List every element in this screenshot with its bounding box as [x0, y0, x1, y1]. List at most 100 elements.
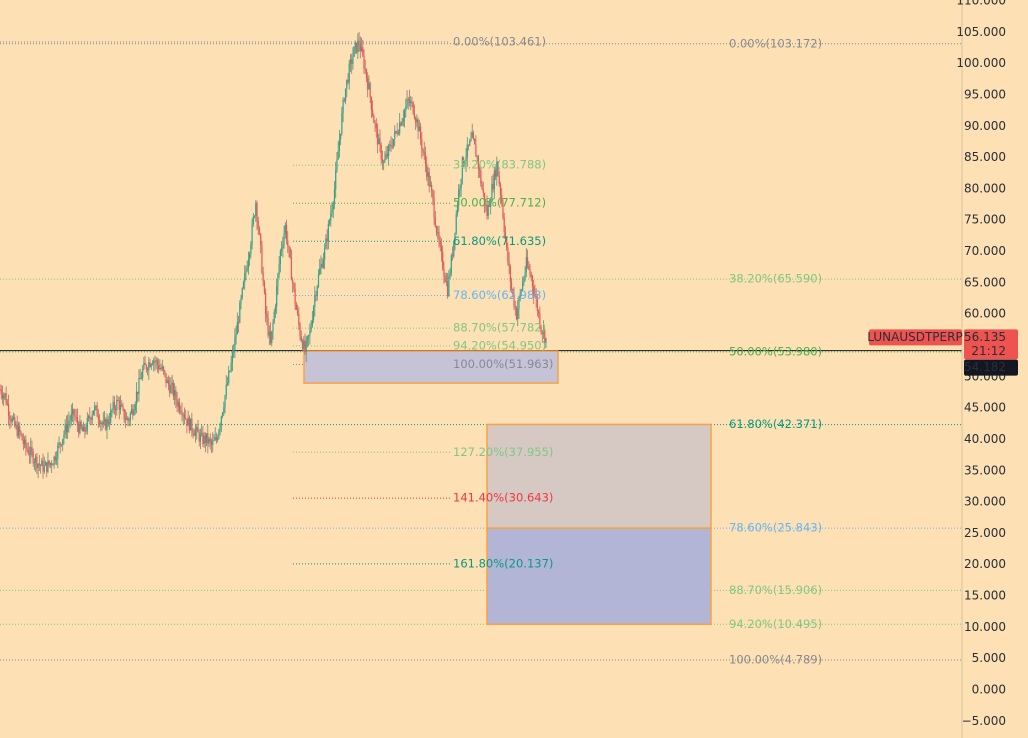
candle-body	[373, 115, 375, 123]
candle-body	[255, 202, 257, 217]
candle-body	[208, 439, 210, 444]
candle-body	[133, 410, 135, 416]
candle-body	[142, 368, 144, 378]
candle-body	[463, 157, 465, 166]
candle-body	[309, 330, 311, 336]
candle-body	[357, 40, 359, 53]
candle-body	[266, 314, 268, 319]
candle-body	[101, 422, 103, 424]
candle-body	[203, 435, 205, 444]
candle-body	[262, 273, 264, 282]
candle-body	[204, 435, 206, 443]
candle-body	[5, 393, 7, 404]
candle-body	[261, 245, 263, 274]
zone-lower[interactable]	[486, 527, 712, 626]
candle-body	[0, 389, 1, 391]
candle-body	[21, 434, 23, 441]
zone-upper[interactable]	[486, 423, 712, 529]
candle-body	[36, 456, 38, 469]
candle-body	[49, 463, 52, 465]
candle-body	[220, 416, 222, 426]
candle-body	[481, 183, 483, 190]
candle-body	[37, 463, 39, 469]
candle-body	[237, 322, 240, 324]
candle-body	[403, 110, 406, 119]
candle-body	[153, 360, 155, 364]
candle-body	[54, 456, 56, 461]
candle-body	[492, 183, 494, 190]
candle-body	[140, 377, 143, 379]
candle-body	[352, 56, 354, 64]
candle-body	[416, 119, 418, 123]
candle-body	[144, 362, 146, 365]
candle-body	[268, 331, 270, 336]
candle-body	[138, 377, 140, 394]
candle-body	[508, 261, 510, 266]
candle-body	[111, 410, 113, 411]
candle-body	[290, 257, 293, 281]
candle-body	[380, 144, 382, 160]
candle-body	[209, 439, 211, 442]
candle-body	[330, 213, 332, 221]
candle-body	[91, 414, 93, 421]
candle-body	[3, 395, 5, 399]
candle-body	[360, 47, 363, 51]
candle-body	[471, 132, 473, 139]
candle-body	[239, 302, 241, 323]
candle-body	[288, 245, 290, 249]
candle-body	[240, 297, 242, 303]
candle-body	[23, 439, 26, 444]
candle-body	[326, 238, 328, 242]
candle-body	[310, 325, 312, 331]
candle-body	[541, 331, 543, 334]
candle-body	[402, 118, 404, 122]
candle-body	[502, 202, 504, 218]
symbol-tag	[869, 329, 962, 346]
candle-body	[325, 238, 327, 249]
candle-body	[506, 238, 508, 248]
candle-body	[74, 415, 76, 417]
candle-body	[162, 366, 165, 371]
candle-body	[483, 192, 486, 205]
candle-body	[192, 430, 194, 434]
candle-body	[26, 447, 28, 450]
zone-small[interactable]	[303, 350, 559, 384]
candle-body	[89, 416, 91, 419]
candle-body	[212, 440, 214, 445]
candle-body	[46, 462, 48, 472]
candle-body	[499, 184, 502, 196]
candle-body	[32, 451, 34, 464]
candle-body	[333, 189, 336, 204]
candle-body	[42, 460, 44, 472]
candle-body	[221, 412, 224, 417]
candle-body	[376, 128, 379, 145]
candle-body	[349, 59, 352, 64]
candle-body	[417, 119, 419, 132]
candle-body	[300, 336, 302, 342]
candle-body	[25, 439, 27, 448]
candle-body	[71, 409, 74, 414]
candle-body	[80, 421, 82, 428]
candle-body	[410, 101, 412, 104]
fib1-level-label: 61.80%(71.635)	[453, 234, 546, 248]
candle-body	[57, 445, 59, 459]
candle-body	[190, 418, 192, 431]
candle-body	[488, 205, 491, 207]
fib2-level-label: 0.00%(103.172)	[729, 36, 822, 50]
candle-body	[128, 420, 130, 422]
candle-body	[370, 96, 372, 110]
candle-body	[108, 422, 111, 424]
candle-body	[0, 389, 2, 395]
candle-body	[105, 419, 107, 430]
y-tick-label: 40.000	[964, 432, 1006, 446]
candle-body	[478, 168, 481, 171]
candle-body	[146, 369, 149, 371]
candle-body	[427, 172, 429, 177]
candle-body	[236, 322, 238, 335]
fib2-level-label: 38.20%(65.590)	[729, 272, 822, 286]
candle-body	[99, 419, 101, 425]
candle-body	[106, 419, 108, 430]
candle-body	[536, 298, 538, 312]
candle-body	[30, 447, 32, 456]
